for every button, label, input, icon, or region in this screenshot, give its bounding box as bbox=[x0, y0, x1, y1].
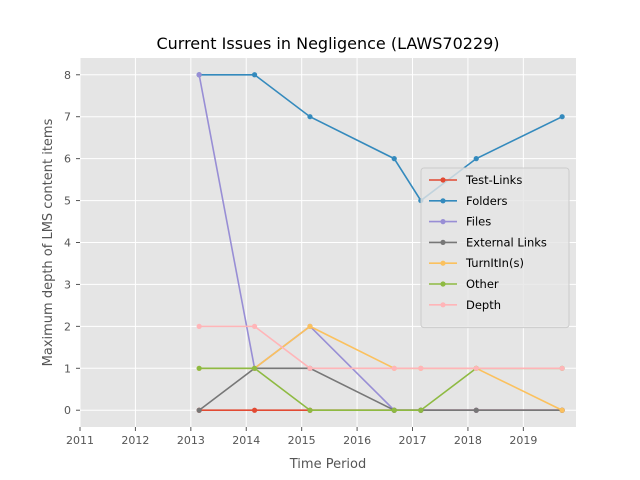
data-point-depth bbox=[251, 323, 258, 329]
data-point-files bbox=[196, 72, 202, 78]
legend-box bbox=[420, 167, 570, 329]
data-point-depth bbox=[418, 365, 424, 371]
x-tick-label: 2013 bbox=[177, 434, 205, 447]
data-point-external-links bbox=[473, 407, 479, 413]
x-tick-label: 2014 bbox=[232, 434, 260, 447]
legend-marker-files bbox=[440, 219, 446, 225]
legend-label-folders: Folders bbox=[466, 194, 508, 208]
x-tick-label: 2019 bbox=[509, 434, 537, 447]
legend-label-files: Files bbox=[466, 215, 491, 229]
data-point-other bbox=[391, 407, 397, 413]
x-tick-label: 2016 bbox=[343, 434, 371, 447]
x-tick-label: 2011 bbox=[66, 434, 94, 447]
series-layer bbox=[196, 72, 565, 413]
legend-marker-other bbox=[440, 281, 446, 287]
y-tick-label: 3 bbox=[64, 278, 71, 291]
legend: Test-Links Folders Files External Links Turn… bbox=[420, 167, 570, 329]
legend-label-external-links: External Links bbox=[466, 235, 547, 249]
legend-marker-test-links bbox=[440, 177, 446, 183]
data-point-turnitin-s bbox=[559, 407, 565, 413]
x-tick-label: 2015 bbox=[288, 434, 316, 447]
data-point-external-links bbox=[196, 407, 202, 413]
data-point-other bbox=[251, 365, 258, 371]
legend-label-depth: Depth bbox=[466, 298, 501, 312]
legend-marker-folders bbox=[440, 198, 446, 204]
x-tick-label: 2017 bbox=[399, 434, 427, 447]
y-axis-label: Maximum depth of LMS content items bbox=[41, 118, 56, 366]
x-tick-label: 2012 bbox=[121, 434, 149, 447]
data-point-folders bbox=[559, 114, 565, 120]
y-tick-label: 4 bbox=[64, 237, 71, 250]
data-point-test-links bbox=[251, 407, 258, 413]
legend-marker-external-links bbox=[440, 239, 446, 245]
legend-label-test-links: Test-Links bbox=[465, 173, 522, 187]
data-point-folders bbox=[473, 156, 479, 162]
data-point-depth bbox=[391, 365, 397, 371]
series-depth bbox=[196, 323, 565, 371]
data-point-other bbox=[307, 407, 313, 413]
y-tick-label: 1 bbox=[64, 362, 71, 375]
y-tick-label: 0 bbox=[64, 404, 71, 417]
data-point-turnitin-s bbox=[307, 323, 313, 329]
legend-label-other: Other bbox=[466, 277, 499, 291]
legend-marker-turnitin-s bbox=[440, 260, 446, 266]
x-tick-label: 2018 bbox=[454, 434, 482, 447]
y-tick-label: 7 bbox=[64, 111, 71, 124]
chart-title: Current Issues in Negligence (LAWS70229) bbox=[156, 34, 499, 53]
y-tick-label: 5 bbox=[64, 195, 71, 208]
data-point-depth bbox=[473, 365, 479, 371]
data-point-folders bbox=[251, 72, 258, 78]
data-point-other bbox=[418, 407, 424, 413]
x-axis-label: Time Period bbox=[289, 457, 366, 472]
data-point-depth bbox=[559, 365, 565, 371]
data-point-other bbox=[196, 365, 202, 371]
data-point-depth bbox=[196, 323, 202, 329]
axis-ticks: 2011 2012 2013 2014 2015 2016 2017 2018 2019 0 1 2 3… bbox=[64, 69, 537, 447]
y-tick-label: 6 bbox=[64, 153, 71, 166]
data-point-depth bbox=[307, 365, 313, 371]
legend-label-turnitin-s: TurnItIn(s) bbox=[465, 256, 524, 270]
data-point-folders bbox=[307, 114, 313, 120]
y-tick-label: 8 bbox=[64, 69, 71, 82]
data-point-folders bbox=[391, 156, 397, 162]
y-tick-label: 2 bbox=[64, 320, 71, 333]
legend-marker-depth bbox=[440, 302, 446, 308]
series-folders bbox=[196, 72, 565, 204]
